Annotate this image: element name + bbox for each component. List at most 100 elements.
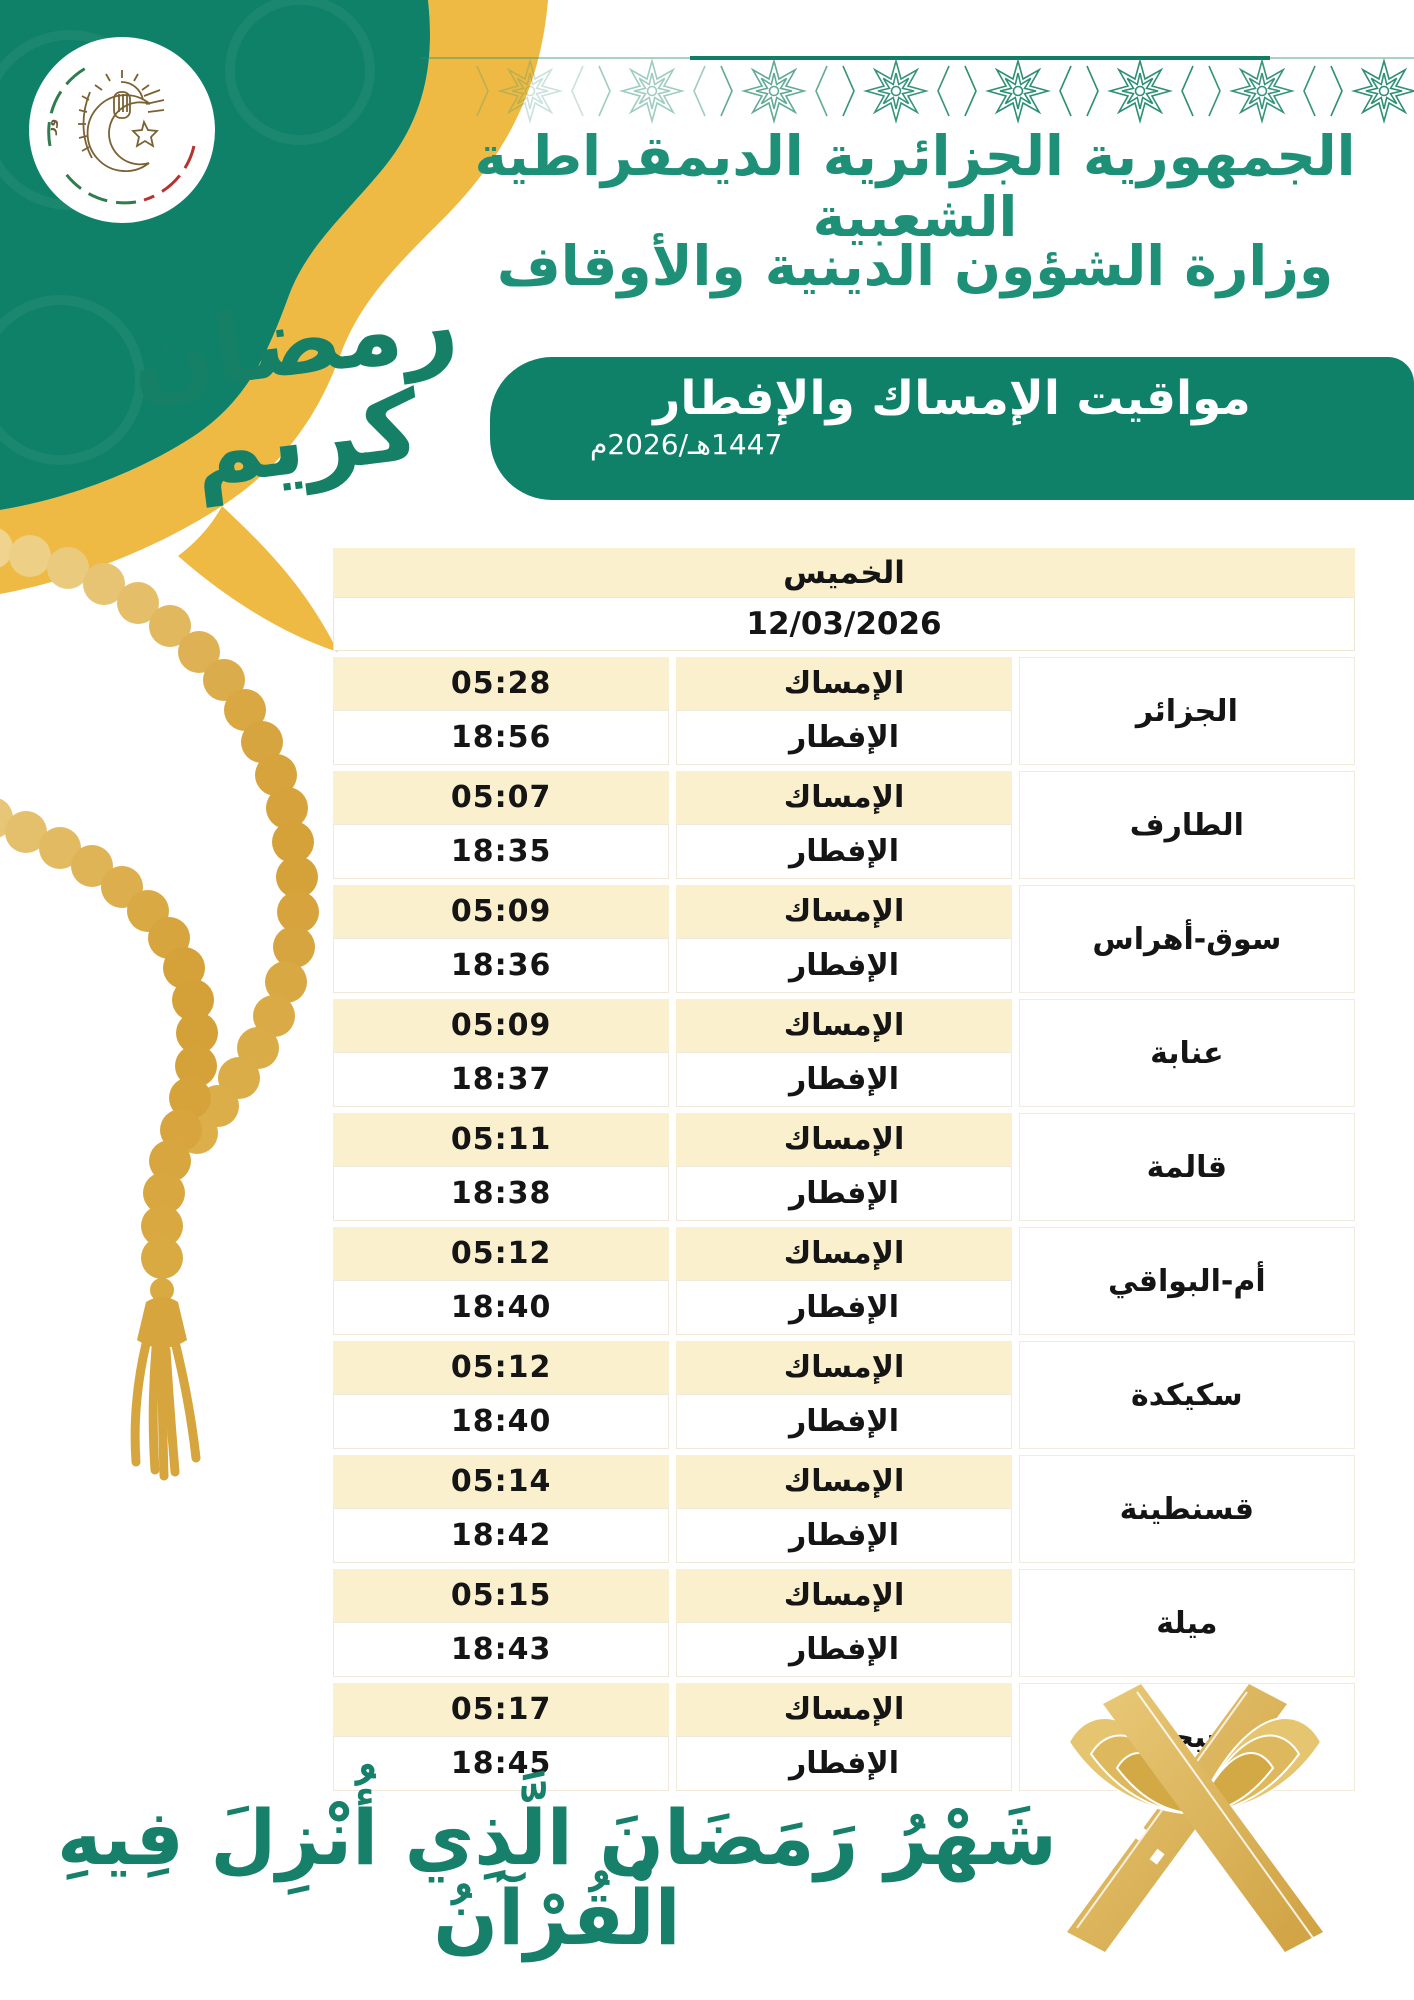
gold-ribbon-tail	[178, 506, 338, 652]
times-table-body: الجزائر الإمساك 05:28 الإفطار 18:56 الطارف الإ…	[333, 657, 1355, 1797]
city-row-imsak: سوق-أهراس الإمساك 05:09	[333, 885, 1355, 993]
ministry-title: وزارة الشؤون الدينية والأوقاف	[496, 234, 1334, 298]
day-cell: الخميس	[333, 548, 1355, 597]
imsak-time-cell: 05:14	[333, 1455, 670, 1508]
imsak-time-cell: 05:12	[333, 1341, 670, 1394]
prayer-bead	[272, 821, 314, 863]
iftar-time-cell: 18:45	[333, 1736, 670, 1791]
iftar-label-cell: الإفطار	[676, 710, 1012, 765]
imsak-time-cell: 05:11	[333, 1113, 670, 1166]
banner-year: 1447هـ/2026م	[590, 428, 783, 461]
city-name-cell: الطارف	[1018, 771, 1355, 879]
prayer-bead	[149, 1140, 191, 1182]
city-row-iftar: الإفطار 18:40	[333, 1394, 1355, 1449]
imsak-label-cell: الإمساك	[676, 1455, 1012, 1508]
imsak-time-cell: 05:28	[333, 657, 670, 710]
city-row-iftar: الإفطار 18:56	[333, 710, 1355, 765]
prayer-bead	[265, 961, 307, 1003]
date-row: 12/03/2026	[333, 597, 1355, 651]
imsak-label-cell: الإمساك	[676, 885, 1012, 938]
city-row-imsak: عنابة الإمساك 05:09	[333, 999, 1355, 1107]
star-rosette	[476, 58, 584, 124]
city-row-iftar: الإفطار 18:45	[333, 1736, 1355, 1791]
iftar-label-cell: الإفطار	[676, 1508, 1012, 1563]
stand-leg-line-2	[1136, 1691, 1314, 1939]
iftar-label-cell: الإفطار	[676, 1280, 1012, 1335]
prayer-bead	[176, 1012, 218, 1054]
prayer-bead	[237, 1027, 279, 1069]
star-rosette	[598, 58, 706, 124]
star-rosette	[1330, 58, 1414, 124]
quran-verse-calligraphy: شَهْرُ رَمَضَانَ الَّذِي أُنْزِلَ فِيهِ …	[57, 1793, 1057, 1962]
iftar-label-cell: الإفطار	[676, 1166, 1012, 1221]
prayer-bead	[117, 582, 159, 624]
prayer-bead	[143, 1172, 185, 1214]
republic-title: الجمهورية الجزائرية الديمقراطية الشعبية	[474, 124, 1356, 249]
logo-emblem	[78, 70, 165, 172]
city-row-iftar: الإفطار 18:42	[333, 1508, 1355, 1563]
city-row-imsak: الطارف الإمساك 05:07	[333, 771, 1355, 879]
city-row-imsak: قسنطينة الإمساك 05:14	[333, 1455, 1355, 1563]
star-rosette	[1086, 58, 1194, 124]
iftar-time-cell: 18:43	[333, 1622, 670, 1677]
city-name-cell: سوق-أهراس	[1018, 885, 1355, 993]
prayer-bead	[141, 1205, 183, 1247]
prayer-bead	[169, 1077, 211, 1119]
city-row-iftar: الإفطار 18:43	[333, 1622, 1355, 1677]
iftar-time-cell: 18:38	[333, 1166, 670, 1221]
city-row-imsak: قالمة الإمساك 05:11	[333, 1113, 1355, 1221]
city-name-cell: قسنطينة	[1018, 1455, 1355, 1563]
stand-ornaments	[1131, 1824, 1183, 1889]
prayer-bead	[149, 605, 191, 647]
imsak-label-cell: الإمساك	[676, 999, 1012, 1052]
city-row-imsak: أم-البواقي الإمساك 05:12	[333, 1227, 1355, 1335]
imsak-label-cell: الإمساك	[676, 771, 1012, 824]
city-name-cell: ميلة	[1018, 1569, 1355, 1677]
iftar-time-cell: 18:56	[333, 710, 670, 765]
imsak-time-cell: 05:09	[333, 885, 670, 938]
prayer-bead	[178, 631, 220, 673]
iftar-time-cell: 18:40	[333, 1280, 670, 1335]
star-rosette	[1208, 58, 1316, 124]
prayer-bead	[5, 811, 47, 853]
city-row-iftar: الإفطار 18:37	[333, 1052, 1355, 1107]
imsak-label-cell: الإمساك	[676, 1683, 1012, 1736]
city-row-iftar: الإفطار 18:36	[333, 938, 1355, 993]
imsak-label-cell: الإمساك	[676, 657, 1012, 710]
prayer-bead	[273, 926, 315, 968]
imsak-label-cell: الإمساك	[676, 1569, 1012, 1622]
city-row-iftar: الإفطار 18:40	[333, 1280, 1355, 1335]
prayer-bead	[71, 845, 113, 887]
city-row-imsak: ميلة الإمساك 05:15	[333, 1569, 1355, 1677]
iftar-time-cell: 18:40	[333, 1394, 670, 1449]
prayer-bead	[241, 721, 283, 763]
iftar-label-cell: الإفطار	[676, 824, 1012, 879]
prayer-bead	[163, 947, 205, 989]
stand-leg-front	[1103, 1684, 1323, 1952]
prayer-bead	[266, 787, 308, 829]
imsak-time-cell: 05:17	[333, 1683, 670, 1736]
iftar-time-cell: 18:42	[333, 1508, 670, 1563]
iftar-label-cell: الإفطار	[676, 938, 1012, 993]
prayer-bead	[47, 547, 89, 589]
ministry-logo: وزارة الشؤون الدينية والأوقاف	[26, 34, 215, 223]
city-row-imsak: سكيكدة الإمساك 05:12	[333, 1341, 1355, 1449]
star-border-ornament	[420, 56, 1414, 124]
prayer-bead	[141, 1237, 183, 1279]
day-row: الخميس	[333, 548, 1355, 597]
times-table: الخميس 12/03/2026 الجزائر الإمساك 05:28 الإ…	[326, 548, 1362, 1797]
prayer-bead	[255, 754, 297, 796]
quran-stand-illustration	[1067, 1684, 1323, 1952]
city-row-iftar: الإفطار 18:38	[333, 1166, 1355, 1221]
city-name-cell: عنابة	[1018, 999, 1355, 1107]
gold-ribbon	[0, 0, 548, 594]
logo-green-arc	[47, 66, 87, 147]
banner-title: مواقيت الإمساك والإفطار	[653, 371, 1251, 426]
iftar-label-cell: الإفطار	[676, 1052, 1012, 1107]
tassel-cap	[137, 1297, 187, 1348]
iftar-time-cell: 18:37	[333, 1052, 670, 1107]
iftar-time-cell: 18:36	[333, 938, 670, 993]
prayer-bead	[277, 891, 319, 933]
city-name-cell: الجزائر	[1018, 657, 1355, 765]
